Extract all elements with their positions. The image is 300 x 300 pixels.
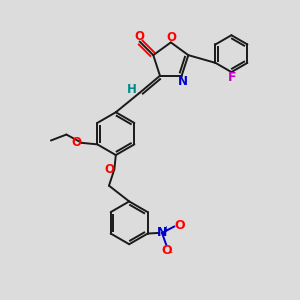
Text: O: O [161, 244, 172, 257]
Text: N: N [157, 226, 167, 239]
Text: +: + [162, 225, 169, 234]
Text: O: O [174, 219, 185, 232]
Text: N: N [178, 75, 188, 88]
Text: O: O [167, 31, 176, 44]
Text: -: - [169, 247, 173, 257]
Text: H: H [127, 83, 137, 96]
Text: F: F [228, 71, 236, 84]
Text: O: O [72, 136, 82, 149]
Text: O: O [104, 164, 114, 176]
Text: O: O [135, 30, 145, 43]
